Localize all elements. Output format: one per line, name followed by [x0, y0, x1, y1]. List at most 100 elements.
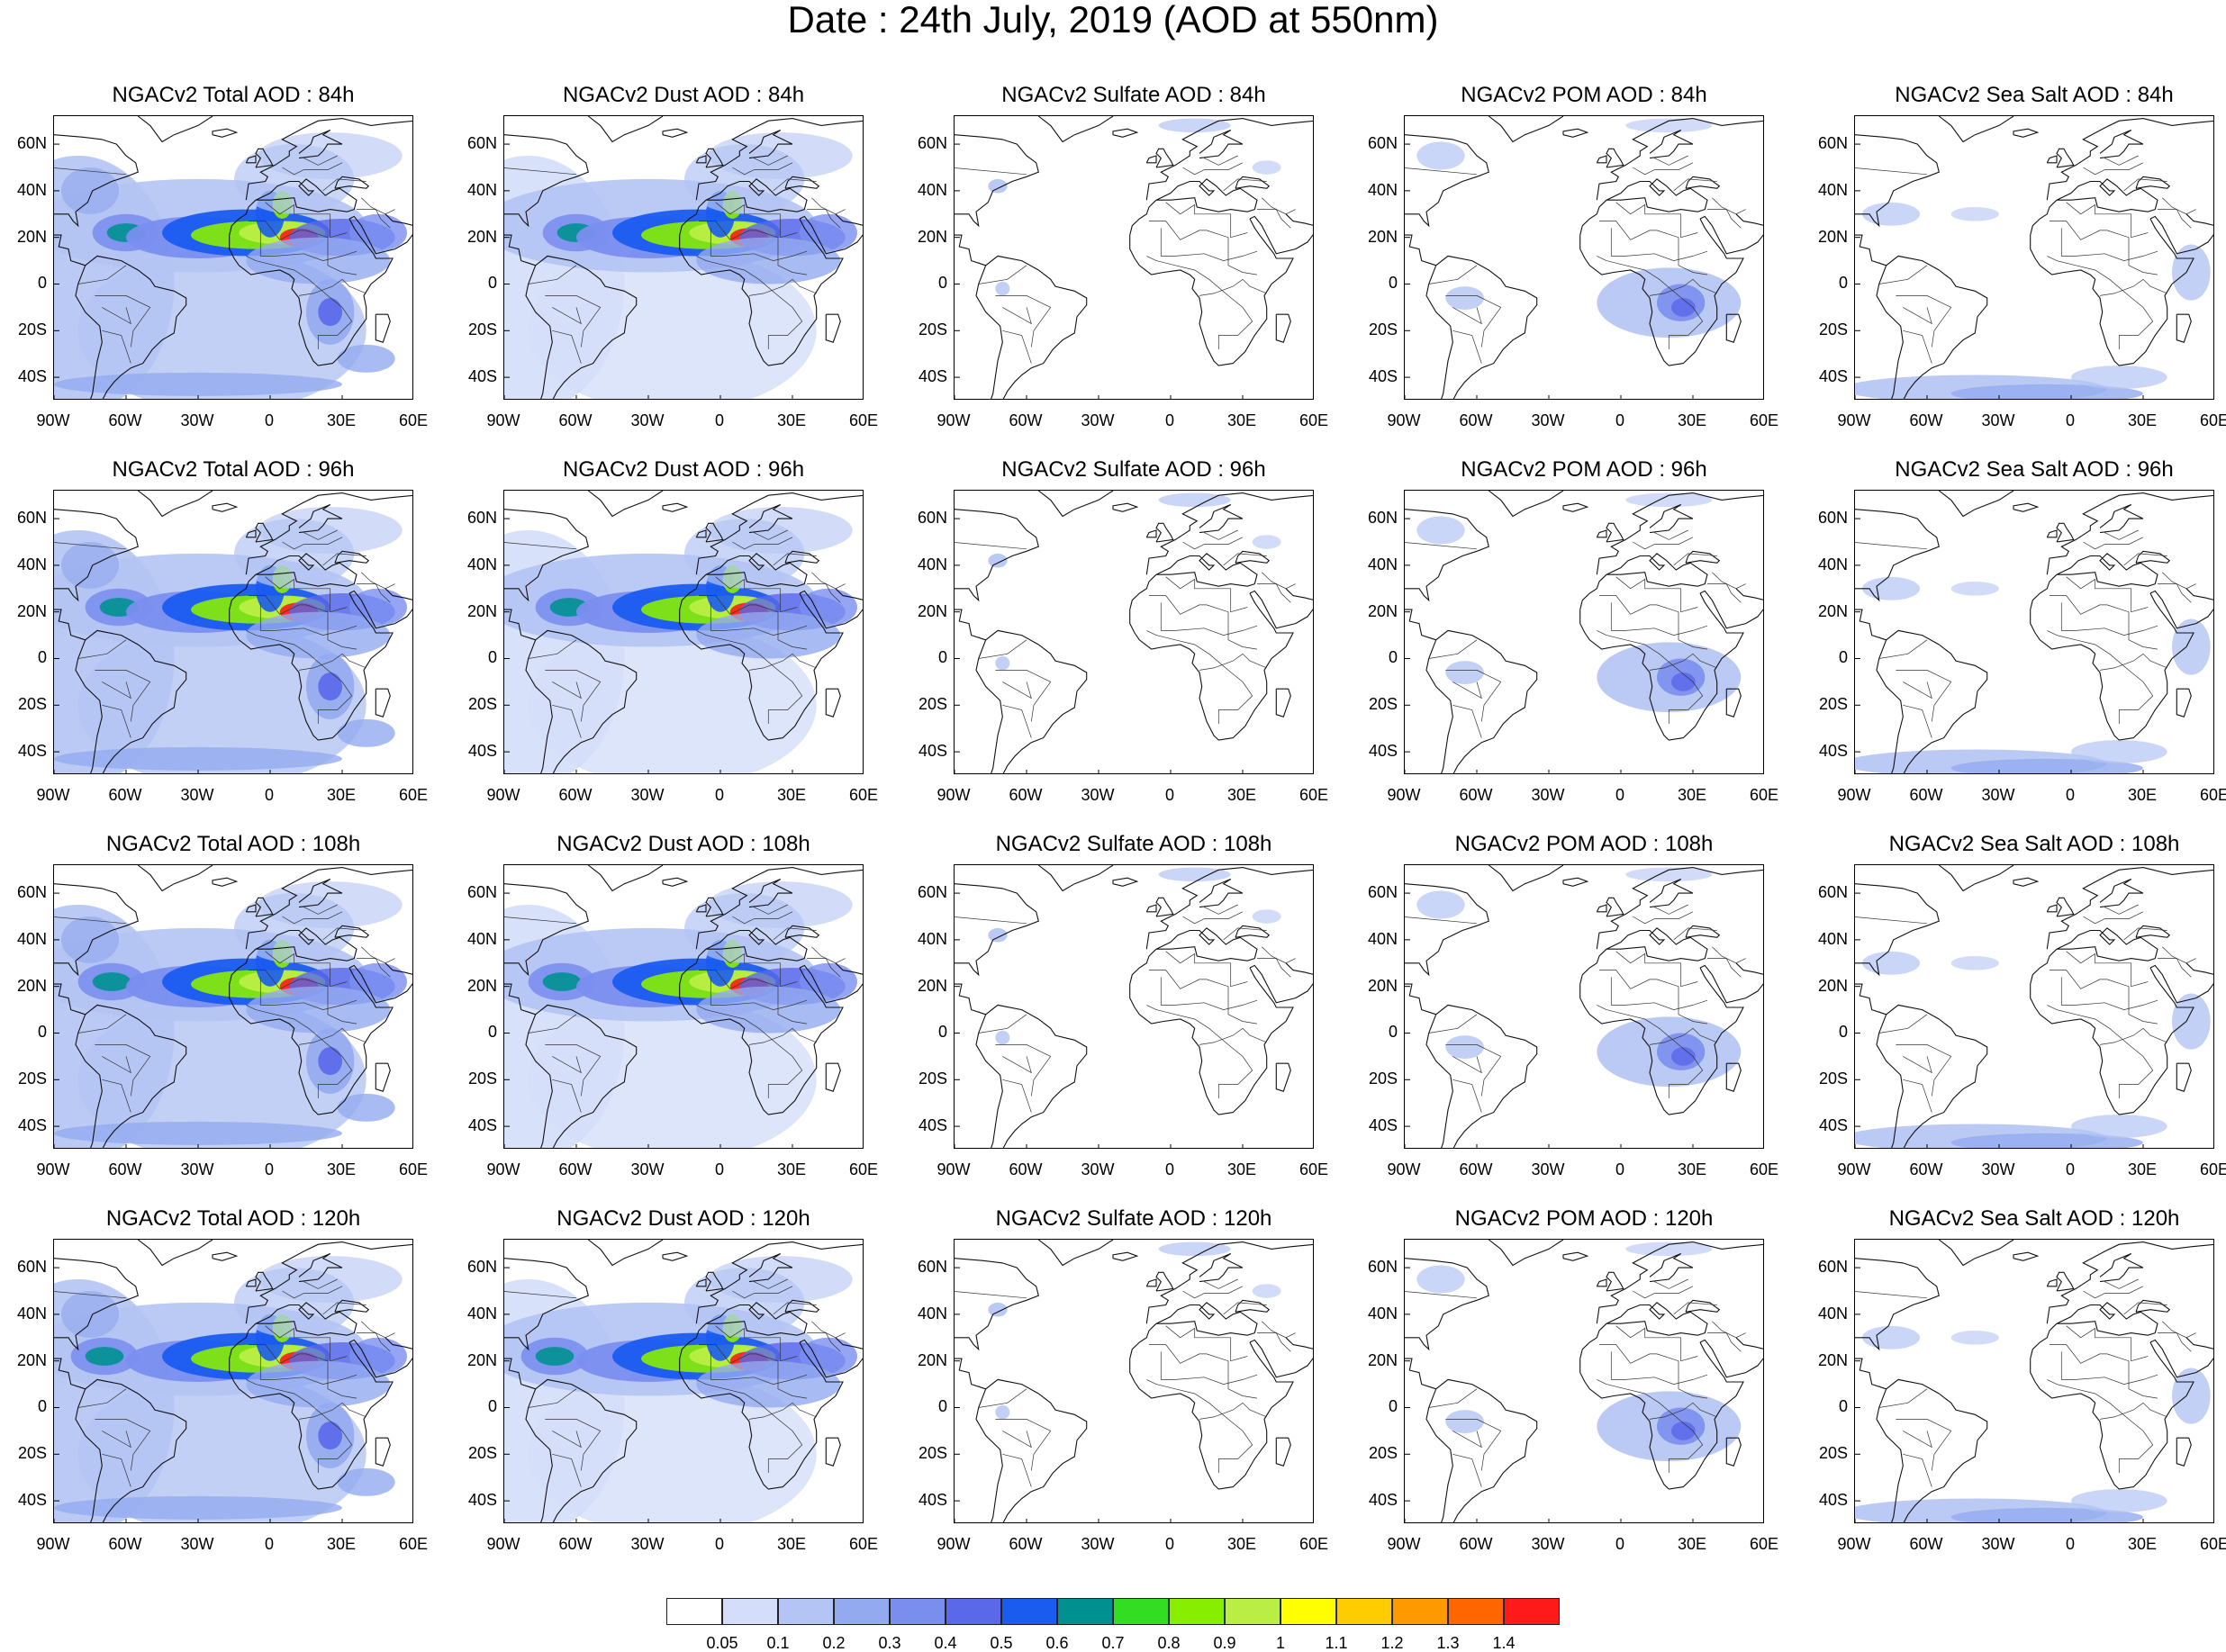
aod-field: [85, 1347, 124, 1366]
coastline: [2046, 904, 2058, 913]
coastline: [1155, 522, 1174, 543]
coastline: [679, 573, 707, 610]
aod-field: [708, 881, 853, 928]
lon-tick-label: 60E: [2199, 786, 2226, 804]
map-area: [503, 490, 864, 774]
coastline: [1938, 116, 2014, 143]
country-border: [1599, 1344, 1708, 1399]
coastline: [705, 178, 808, 212]
country-border: [1165, 951, 1248, 988]
lon-tick-label: 0: [1164, 1535, 1174, 1553]
coastline: [1405, 134, 1489, 228]
lon-tick-label: 0: [1615, 1160, 1624, 1178]
coastline: [705, 927, 808, 961]
country-border: [748, 278, 817, 296]
country-border: [1445, 1044, 1502, 1097]
coastline: [2013, 1251, 2040, 1261]
lat-tick-label: 0: [937, 1397, 947, 1416]
coastline: [229, 1341, 394, 1490]
aod-field: [988, 1302, 1008, 1317]
coastline: [1855, 883, 1940, 977]
coastline: [955, 134, 1039, 228]
coastline: [54, 883, 139, 977]
map-svg: [54, 865, 412, 1148]
coastline: [1249, 1339, 1313, 1378]
lat-tick-label: 20N: [1367, 976, 1398, 995]
lat-tick-label: 60N: [16, 1258, 47, 1277]
aod-field: [2172, 1368, 2211, 1424]
colorbar-swatch: [1001, 1598, 1057, 1625]
country-border: [696, 1379, 803, 1473]
country-border: [1002, 307, 1032, 325]
coastline: [1112, 502, 1139, 512]
coastline: [535, 255, 638, 399]
country-border: [2104, 904, 2139, 915]
map-svg: [504, 865, 863, 1148]
country-border: [1712, 946, 1746, 964]
country-border: [1673, 1302, 1717, 1315]
coastline: [229, 948, 257, 985]
coastline: [504, 1258, 589, 1351]
aod-field: [61, 167, 119, 214]
lon-tick-label: 90W: [1387, 411, 1421, 429]
coastline: [679, 199, 707, 236]
lon-tick-label: 0: [1164, 1160, 1174, 1178]
coastline: [2135, 550, 2171, 564]
aod-field: [1950, 384, 2143, 399]
panel-title: NGACv2 Total AOD : 84h: [112, 83, 355, 107]
coastline: [1579, 218, 1744, 366]
lat-tick-label: 60N: [466, 1258, 497, 1277]
country-border: [2123, 178, 2167, 192]
country-border: [54, 916, 127, 925]
coastline: [2176, 1062, 2192, 1092]
country-border: [699, 595, 808, 650]
lon-tick-label: 30E: [776, 1535, 807, 1553]
lon-tick-label: 90W: [1837, 1535, 1871, 1553]
map-svg: [504, 116, 863, 399]
coastline: [1275, 1062, 1291, 1092]
lat-tick-label: 20S: [1368, 695, 1398, 714]
country-border: [298, 653, 366, 671]
coastline: [1685, 550, 1721, 564]
country-border: [715, 576, 798, 613]
aod-field: [77, 248, 366, 399]
lon-tick-label: 30W: [1981, 1160, 2015, 1178]
lat-tick-label: 40S: [467, 367, 497, 386]
coastline: [1699, 1339, 1763, 1378]
lat-tick-label: 0: [1388, 648, 1398, 667]
country-border: [1160, 602, 1258, 636]
country-border: [2066, 951, 2149, 988]
country-border: [978, 639, 1027, 659]
coastline: [679, 218, 844, 366]
aod-field: [708, 132, 853, 179]
aod-field: [337, 718, 395, 747]
coastline: [1596, 155, 1607, 164]
lon-tick-label: 30W: [180, 786, 214, 804]
country-border: [298, 278, 366, 296]
country-border: [1223, 927, 1267, 941]
lat-tick-label: 0: [37, 648, 47, 667]
map-svg: [955, 1240, 1313, 1522]
map-area: [1404, 115, 1764, 400]
coastline: [75, 1014, 103, 1148]
lon-tick-label: 90W: [1387, 786, 1421, 804]
country-border: [504, 1291, 577, 1299]
coastline: [75, 639, 103, 773]
colorbar-label: 0.9: [1213, 1634, 1236, 1652]
country-border: [303, 904, 338, 915]
coastline: [1155, 553, 1258, 587]
colorbar-swatch: [1448, 1598, 1504, 1625]
coastline: [1145, 867, 1313, 950]
country-border: [2083, 1286, 2144, 1299]
coastline: [1855, 1258, 1940, 1351]
country-border: [1146, 630, 1253, 724]
country-border: [715, 202, 798, 239]
country-border: [265, 576, 348, 613]
lat-tick-label: 40N: [1367, 180, 1398, 199]
country-border: [2104, 529, 2139, 540]
coastline: [2046, 1241, 2213, 1324]
coastline: [1876, 639, 1904, 773]
lon-tick-label: 0: [264, 1535, 274, 1553]
country-border: [2099, 278, 2167, 296]
country-border: [282, 1286, 343, 1299]
